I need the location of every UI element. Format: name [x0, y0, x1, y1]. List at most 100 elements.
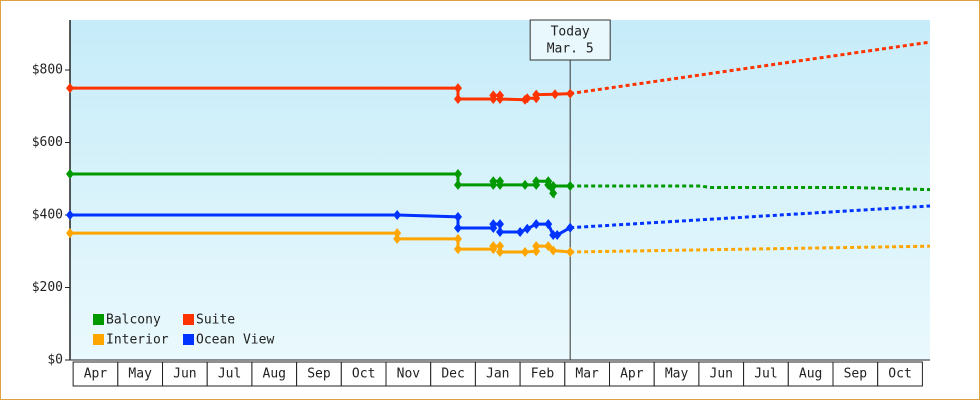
point	[521, 246, 530, 257]
point	[532, 176, 541, 187]
y-tick-label: $400	[32, 208, 63, 223]
month-box	[385, 361, 432, 387]
x-tick-label: Apr	[84, 367, 108, 382]
month-box	[564, 361, 611, 387]
point	[66, 228, 74, 239]
month-box	[877, 361, 923, 387]
point	[496, 94, 504, 105]
point	[523, 93, 532, 104]
x-tick-label: May	[128, 367, 152, 382]
forecast-line	[569, 40, 931, 96]
point	[496, 179, 504, 190]
legend-swatch	[93, 334, 104, 345]
today-box	[529, 19, 611, 61]
y-tick-label: $600	[32, 135, 63, 150]
point	[544, 241, 553, 252]
month-box	[832, 361, 879, 387]
point	[549, 181, 558, 192]
x-tick-label: Aug	[799, 367, 822, 382]
point	[550, 89, 559, 100]
point	[66, 210, 74, 221]
x-tick-label: Feb	[531, 367, 555, 382]
point	[566, 222, 575, 233]
forecast-line	[570, 244, 931, 254]
point	[489, 241, 498, 252]
month-box	[162, 361, 208, 387]
point	[496, 246, 504, 257]
point	[553, 229, 562, 240]
x-tick-label: Aug	[263, 367, 286, 382]
legend-label: Interior	[106, 333, 169, 348]
point	[544, 219, 553, 230]
point	[453, 179, 462, 190]
x-tick-label: Oct	[888, 367, 911, 382]
point	[549, 245, 558, 256]
point	[66, 83, 74, 94]
x-tick-label: Sep	[844, 367, 868, 382]
x-tick-label: Nov	[397, 367, 421, 382]
x-tick-label: Jul	[754, 367, 777, 382]
point	[453, 94, 462, 105]
x-tick-label: May	[665, 367, 689, 382]
month-box	[251, 361, 298, 387]
today-label: Mar. 5	[547, 42, 594, 57]
x-tick-label: Apr	[620, 367, 644, 382]
month-box	[117, 361, 164, 387]
point	[489, 176, 498, 187]
x-tick-label: Dec	[441, 367, 464, 382]
point	[516, 227, 525, 238]
point	[566, 88, 575, 99]
month-box	[743, 361, 789, 387]
point	[453, 211, 462, 222]
point	[453, 83, 462, 94]
legend-label: Suite	[196, 313, 235, 328]
month-box	[698, 361, 745, 387]
y-tick-label: $0	[47, 353, 63, 368]
y-tick-label: $200	[32, 280, 63, 295]
x-tick-label: Jan	[486, 367, 509, 382]
forecast-line	[570, 184, 931, 192]
point	[496, 227, 504, 238]
point	[453, 244, 462, 255]
today-label: Today	[551, 25, 590, 40]
point	[544, 179, 553, 190]
point	[393, 233, 402, 244]
point	[496, 241, 504, 252]
point	[453, 169, 462, 180]
month-box	[72, 361, 119, 387]
x-tick-label: Jun	[173, 367, 196, 382]
legend-swatch	[183, 314, 194, 325]
x-tick-label: Oct	[352, 367, 375, 382]
point	[523, 223, 532, 234]
point	[393, 210, 402, 221]
point	[521, 179, 530, 190]
month-box	[474, 361, 521, 387]
month-box	[609, 361, 655, 387]
legend-label: Balcony	[106, 313, 161, 328]
point	[453, 223, 462, 234]
point	[532, 89, 541, 100]
point	[489, 90, 498, 101]
point	[566, 246, 575, 257]
point	[489, 219, 498, 230]
point	[566, 181, 575, 192]
point	[532, 246, 541, 257]
x-tick-label: Jun	[710, 367, 733, 382]
x-tick-label: Mar	[575, 367, 599, 382]
y-tick-label: $800	[32, 63, 63, 78]
point	[549, 188, 558, 199]
plot-area	[70, 20, 930, 360]
point	[532, 241, 541, 252]
point	[66, 169, 74, 180]
legend-swatch	[183, 334, 194, 345]
point	[393, 228, 402, 239]
month-box	[206, 361, 253, 387]
x-tick-label: Jul	[218, 367, 241, 382]
point	[549, 229, 558, 240]
legend-swatch	[93, 314, 104, 325]
point	[496, 219, 504, 230]
x-tick-label: Sep	[307, 367, 331, 382]
legend-label: Ocean View	[196, 333, 274, 348]
point	[532, 219, 541, 230]
